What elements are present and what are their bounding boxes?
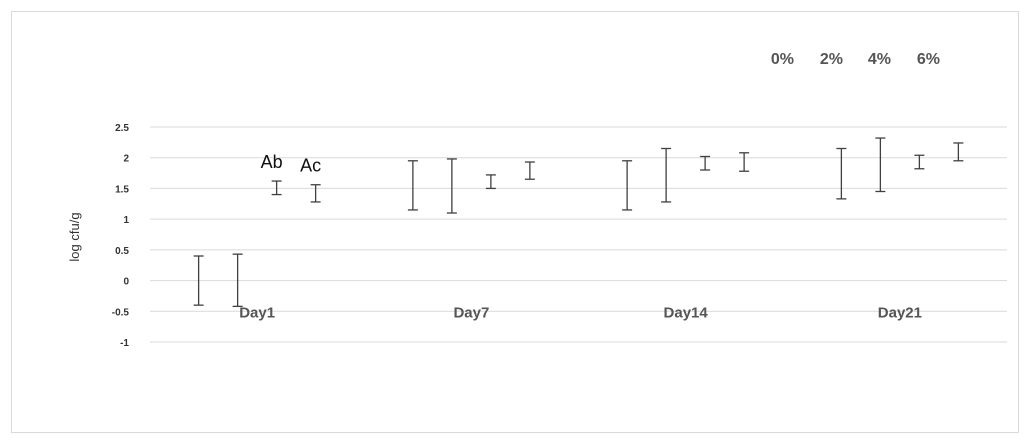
category-label: Day14	[664, 304, 709, 321]
annotation-label: Ac	[300, 156, 321, 176]
y-tick-label: 2	[123, 154, 129, 165]
y-tick-label: -1	[120, 338, 129, 349]
y-tick-label: 0.5	[115, 246, 129, 257]
legend-item: 2%	[820, 51, 843, 68]
error-bar	[525, 162, 535, 179]
error-bar	[875, 138, 885, 191]
chart-frame: -1 -0.5 0 0.5 1 1.5 2 2.5 Day1 Day7 Day14 Day21 0%…	[11, 11, 1019, 433]
error-bar-chart: -1 -0.5 0 0.5 1 1.5 2 2.5 Day1 Day7 Day14 Day21 0%…	[12, 12, 1020, 434]
category-label: Day1	[239, 304, 275, 321]
error-bar	[739, 153, 749, 171]
x-axis-categories: Day1 Day7 Day14 Day21	[239, 304, 922, 321]
error-bar	[836, 149, 846, 199]
error-bar	[622, 161, 632, 210]
legend: 0% 2% 4% 6%	[771, 51, 940, 68]
error-bar	[272, 181, 282, 195]
annotation-label: Ab	[261, 152, 283, 172]
error-bar	[447, 159, 457, 213]
y-tick-label: 1	[123, 215, 129, 226]
y-tick-label: -0.5	[112, 307, 130, 318]
legend-item: 0%	[771, 51, 794, 68]
category-label: Day7	[453, 304, 489, 321]
error-bar	[700, 156, 710, 170]
y-tick-label: 1.5	[115, 184, 129, 195]
y-axis-label: log cfu/g	[67, 212, 82, 261]
legend-item: 4%	[868, 51, 891, 68]
error-bar	[311, 185, 321, 202]
y-axis-ticks: -1 -0.5 0 0.5 1 1.5 2 2.5	[112, 123, 130, 349]
error-bar	[408, 161, 418, 210]
category-label: Day21	[878, 304, 922, 321]
error-bar	[661, 149, 671, 202]
y-tick-label: 2.5	[115, 123, 129, 134]
error-bar	[486, 175, 496, 189]
y-tick-label: 0	[123, 277, 129, 288]
annotations: Ab Ac	[261, 152, 322, 176]
legend-item: 6%	[917, 51, 940, 68]
